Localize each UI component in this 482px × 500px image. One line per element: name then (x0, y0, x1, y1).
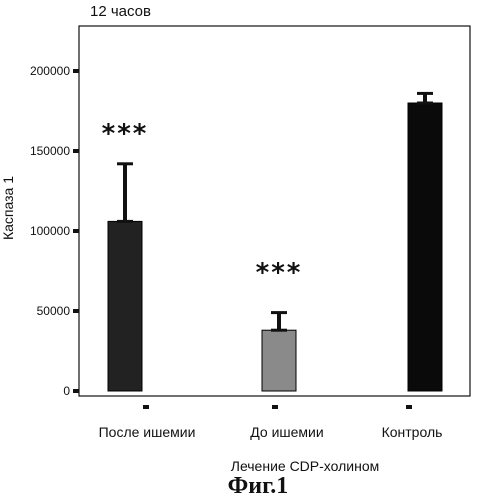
y-tick-label: 100000 (30, 224, 70, 238)
significance-label: *** (256, 258, 303, 288)
x-axis-title: Лечение CDP-холином (231, 458, 380, 474)
y-tick-mark (73, 389, 79, 393)
x-category-label: После ишемии (99, 424, 196, 440)
x-tick-mark (406, 405, 412, 409)
x-category-label: Контроль (382, 424, 443, 440)
x-tick-mark (272, 405, 278, 409)
significance-label: *** (102, 119, 149, 149)
y-tick-mark (73, 69, 79, 73)
x-tick-mark (143, 405, 149, 409)
y-tick-label: 200000 (30, 64, 70, 78)
chart-title: 12 часов (90, 3, 151, 20)
y-tick-label: 150000 (30, 144, 70, 158)
y-tick-mark (73, 149, 79, 153)
x-category-label: До ишемии (250, 424, 323, 440)
y-tick-mark (73, 309, 79, 313)
figure-caption: Фиг.1 (228, 473, 289, 499)
x-axis-labels: После ишемии До ишемии Контроль (99, 405, 443, 440)
y-tick-label: 50000 (37, 304, 71, 318)
error-bars (117, 91, 433, 332)
y-axis-ticks: 0 50000 100000 150000 200000 (30, 64, 79, 398)
bars (107, 102, 443, 392)
annotations: *** *** (102, 119, 303, 288)
y-tick-mark (73, 229, 79, 233)
bar (107, 220, 143, 392)
bar (407, 102, 443, 392)
y-tick-label: 0 (63, 384, 70, 398)
plot-frame (78, 25, 471, 397)
y-axis-title: Каспаза 1 (0, 176, 16, 240)
bar (261, 329, 297, 392)
